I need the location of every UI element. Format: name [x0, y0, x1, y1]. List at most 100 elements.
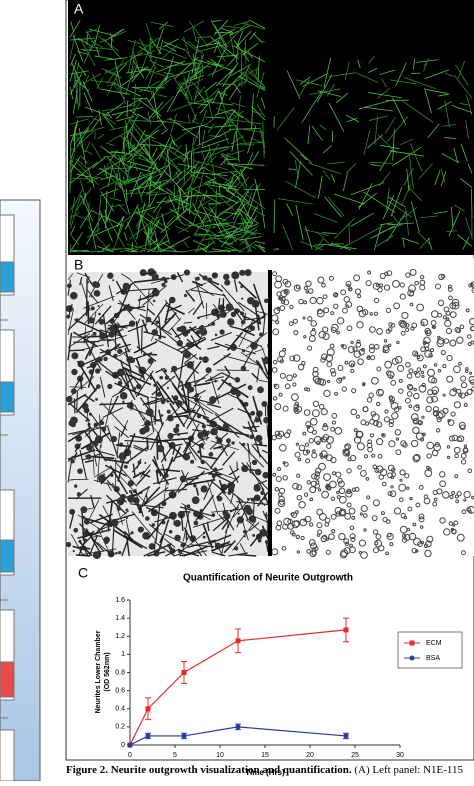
cell [202, 275, 207, 280]
cell [258, 539, 262, 543]
point [146, 706, 151, 711]
x-tick-label: 10 [216, 752, 224, 759]
neurite [411, 73, 420, 74]
cell [71, 352, 78, 359]
cell [103, 537, 109, 543]
cell [213, 467, 217, 471]
cell [74, 484, 77, 487]
cell [95, 368, 100, 373]
cell [255, 469, 262, 476]
cell [92, 281, 99, 288]
cell [186, 361, 193, 368]
cell [127, 402, 134, 409]
divider [268, 270, 272, 556]
cell [198, 434, 203, 439]
cell [173, 516, 175, 518]
cell [238, 513, 240, 515]
cell [86, 454, 92, 460]
cell [75, 318, 79, 322]
y-axis-label: (OD 562nm) [104, 652, 111, 691]
cell [103, 473, 105, 475]
cell [103, 357, 107, 361]
cell [131, 531, 134, 534]
neurite [81, 380, 82, 390]
cell [207, 277, 212, 282]
cell [231, 271, 239, 279]
cell [169, 512, 177, 520]
cell [112, 279, 114, 281]
cell [192, 496, 200, 504]
cell [66, 542, 71, 547]
cell [146, 408, 154, 416]
neurite [141, 325, 142, 353]
cell [200, 329, 207, 336]
cell [184, 294, 187, 297]
cell [183, 351, 191, 359]
cell [140, 269, 147, 276]
cell [149, 543, 156, 550]
cell [117, 506, 122, 511]
cell [201, 325, 204, 328]
cell [234, 546, 238, 550]
cell [186, 342, 191, 347]
cell [100, 421, 104, 425]
cell [226, 438, 231, 443]
y-tick-label: 1.4 [115, 615, 125, 622]
legend-label: ECM [426, 640, 442, 647]
cell [244, 535, 246, 537]
cell [124, 465, 128, 469]
cell [250, 342, 258, 350]
cell [119, 452, 127, 460]
cell [70, 292, 78, 300]
cell [162, 277, 166, 281]
micrograph-a-right [272, 52, 474, 252]
cell [117, 369, 125, 377]
cell [109, 326, 116, 333]
cell [209, 396, 216, 403]
cell [174, 535, 181, 542]
caption: Figure 2. Neurite outgrowth visualizatio… [66, 764, 474, 776]
micrograph-b-left [66, 268, 271, 559]
caption-title: Figure 2. Neurite outgrowth visualizatio… [66, 764, 352, 776]
chart-title: Quantification of Neurite Outgrowth [183, 573, 353, 584]
cell [227, 318, 234, 325]
legend-label: BSA [426, 655, 440, 662]
cell [126, 356, 133, 363]
legend [398, 632, 462, 668]
cell [169, 530, 173, 534]
y-tick-label: 1.2 [115, 633, 125, 640]
y-tick-label: 0.6 [115, 687, 125, 694]
cell [244, 505, 251, 512]
cell [152, 275, 157, 280]
cell [235, 377, 241, 383]
cell [77, 492, 81, 496]
cell [138, 526, 144, 532]
cell [176, 424, 180, 428]
cell [152, 329, 159, 336]
cell [263, 496, 267, 500]
cell [167, 387, 169, 389]
cell [243, 530, 247, 534]
cell [159, 376, 163, 380]
cell [132, 387, 136, 391]
image-bg [272, 52, 474, 252]
cell [259, 332, 263, 336]
cell [85, 419, 87, 421]
cell [95, 398, 98, 401]
cell [199, 357, 202, 360]
cell [115, 552, 118, 555]
y-tick-label: 0.2 [115, 724, 125, 731]
cell [136, 384, 142, 390]
cell [212, 474, 216, 478]
point [146, 733, 151, 738]
cell [145, 516, 150, 521]
cell [251, 498, 255, 502]
cell [241, 366, 247, 372]
cell [241, 297, 243, 299]
cell [125, 508, 128, 511]
panel-label: C [78, 565, 88, 581]
cell [127, 306, 133, 312]
point [236, 724, 241, 729]
